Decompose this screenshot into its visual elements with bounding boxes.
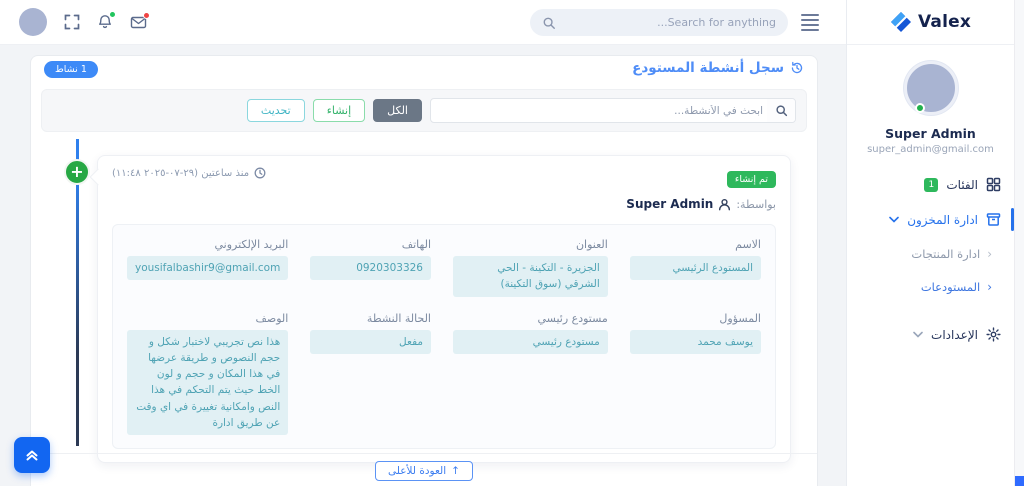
online-status-dot (914, 103, 925, 113)
topbar (0, 0, 846, 45)
panel-footer: ↑ العودة للأعلى (31, 453, 817, 486)
clock-icon (254, 167, 266, 179)
field-name: الاسم المستودع الرئيسي (629, 238, 761, 297)
scrollbar-corner (1015, 476, 1024, 486)
sidebar-subitem-label: المستودعات (920, 280, 981, 294)
brand-name: Valex (917, 12, 972, 32)
envelope-status-dot (143, 11, 150, 19)
sidebar-user-block: Super Admin super_admin@gmail.com (847, 45, 1014, 155)
sidebar: Valex Super Admin super_admin@gmail.com … (846, 0, 1014, 486)
field-warehouse-type: مستودع رئيسي مستودع رئيسي (453, 312, 608, 436)
activity-card: تم إنشاء بواسطة: Super Admin (97, 155, 791, 464)
gear-icon (986, 327, 1001, 342)
global-search[interactable] (530, 9, 788, 36)
activity-log-panel: سجل أنشطة المستودع 1 نشاط الكل إنشاء تحد… (30, 55, 818, 486)
scrollbar-track[interactable] (1014, 0, 1024, 486)
user-name: Super Admin (885, 126, 976, 141)
by-name: Super Admin (626, 197, 714, 211)
filter-create-button[interactable]: إنشاء (312, 99, 366, 122)
sidebar-item-label: الفئات (946, 177, 978, 192)
timestamp: منذ ساعتين (٢٩-٠٧-٢٠٢٥ ١١:٤٨) (112, 167, 266, 179)
chevron-left-icon: ‹ (987, 280, 992, 294)
scroll-top-fab[interactable] (14, 437, 50, 473)
chevron-left-icon: ‹ (987, 247, 992, 261)
panel-header: سجل أنشطة المستودع 1 نشاط (31, 56, 817, 78)
activities-search-input[interactable] (431, 104, 767, 117)
person-icon (718, 198, 731, 211)
sidebar-item-settings[interactable]: الإعدادات (860, 327, 1001, 342)
grid-icon (986, 177, 1001, 192)
bell-status-dot (109, 11, 116, 18)
archive-box-icon (986, 212, 1001, 227)
global-search-input[interactable] (556, 16, 776, 29)
sidebar-item-label: ادارة المخزون (907, 212, 978, 227)
valex-logo-icon (890, 11, 912, 33)
sidebar-subitem-warehouses[interactable]: ‹ المستودعات (860, 280, 1001, 294)
topbar-avatar[interactable] (19, 8, 47, 36)
field-email: البريد الإلكتروني yousifalbashir9@gmail.… (127, 238, 289, 297)
activity-count-badge: 1 نشاط (44, 61, 98, 78)
card-header: تم إنشاء بواسطة: Super Admin (112, 167, 776, 211)
sidebar-item-label: الإعدادات (931, 327, 978, 342)
field-active-status: الحالة النشطة مفعل (310, 312, 431, 436)
field-description: الوصف هذا نص تجريبي لاختبار شكل و حجم ال… (127, 312, 289, 436)
filter-update-button[interactable]: تحديث (246, 99, 305, 122)
notifications-bell-icon[interactable] (97, 11, 116, 30)
sidebar-subitem-products[interactable]: ‹ ادارة المنتجات (860, 247, 1001, 261)
field-phone: الهاتف 0920303326 (310, 238, 431, 297)
search-icon[interactable] (767, 99, 795, 122)
sidebar-subitem-label: ادارة المنتجات (911, 247, 981, 261)
activities-search[interactable] (430, 98, 796, 123)
history-icon (790, 61, 804, 75)
chevron-down-icon (913, 331, 923, 338)
field-address: العنوان الجزيرة - التكينة - الحي الشرقي … (453, 238, 608, 297)
chevron-down-icon (889, 216, 899, 223)
field-manager: المسؤول يوسف محمد (629, 312, 761, 436)
double-chevron-up-icon (24, 447, 40, 463)
messages-envelope-icon[interactable] (130, 11, 150, 30)
user-email: super_admin@gmail.com (867, 144, 994, 155)
fullscreen-icon[interactable] (64, 14, 80, 30)
main-content: سجل أنشطة المستودع 1 نشاط الكل إنشاء تحد… (0, 45, 846, 486)
sidebar-item-categories[interactable]: الفئات 1 (860, 177, 1001, 192)
back-to-top-button[interactable]: ↑ العودة للأعلى (375, 460, 473, 481)
sidebar-menu: الفئات 1 ادارة المخزون ‹ ادارة المنتجات … (847, 155, 1014, 342)
timeline-line (76, 139, 79, 446)
byline: بواسطة: Super Admin (626, 197, 776, 211)
fields-panel: الاسم المستودع الرئيسي العنوان الجزيرة -… (112, 224, 776, 450)
user-avatar (903, 61, 958, 115)
timeline-add-node[interactable]: + (64, 159, 90, 185)
categories-count-badge: 1 (924, 177, 939, 192)
filter-bar: الكل إنشاء تحديث (41, 89, 807, 132)
plus-icon: + (70, 162, 84, 181)
menu-hamburger-icon[interactable] (801, 14, 819, 31)
arrow-up-icon: ↑ (451, 464, 460, 477)
status-badge: تم إنشاء (726, 171, 776, 188)
filter-all-button[interactable]: الكل (373, 99, 422, 122)
page-title: سجل أنشطة المستودع (632, 60, 804, 76)
card-header-right: تم إنشاء بواسطة: Super Admin (626, 167, 776, 211)
search-icon (542, 16, 556, 30)
sidebar-item-inventory[interactable]: ادارة المخزون (860, 208, 1014, 231)
by-label: بواسطة: (736, 197, 776, 211)
brand-header: Valex (847, 0, 1014, 45)
